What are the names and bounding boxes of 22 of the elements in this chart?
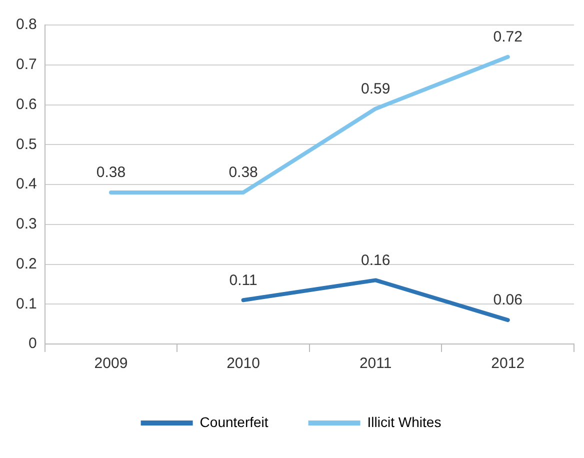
data-label: 0.16 <box>360 252 390 269</box>
legend-label: Illicit Whites <box>367 414 442 430</box>
data-label: 0.72 <box>493 28 522 46</box>
y-tick-label: 0.8 <box>16 16 37 34</box>
y-tick-label: 0.4 <box>16 176 37 193</box>
y-tick-label: 0.3 <box>16 216 37 233</box>
data-label: 0.38 <box>228 164 258 182</box>
y-tick-label: 0.7 <box>16 56 37 74</box>
data-label: 0.11 <box>229 272 258 289</box>
y-tick-label: 0.6 <box>16 96 37 113</box>
x-tick-label: 2012 <box>491 355 525 372</box>
y-tick-label: 0.5 <box>16 136 37 153</box>
y-tick-label: 0.2 <box>16 255 37 272</box>
legend-label: Counterfeit <box>200 414 268 430</box>
x-tick-label: 2010 <box>226 355 260 372</box>
y-tick-label: 0.1 <box>16 295 37 312</box>
y-tick-label: 0 <box>28 335 37 352</box>
data-label: 0.06 <box>493 292 522 309</box>
data-label: 0.38 <box>96 164 126 182</box>
data-label: 0.59 <box>360 80 390 98</box>
x-tick-label: 2011 <box>359 355 392 372</box>
x-tick-label: 2009 <box>94 355 128 372</box>
